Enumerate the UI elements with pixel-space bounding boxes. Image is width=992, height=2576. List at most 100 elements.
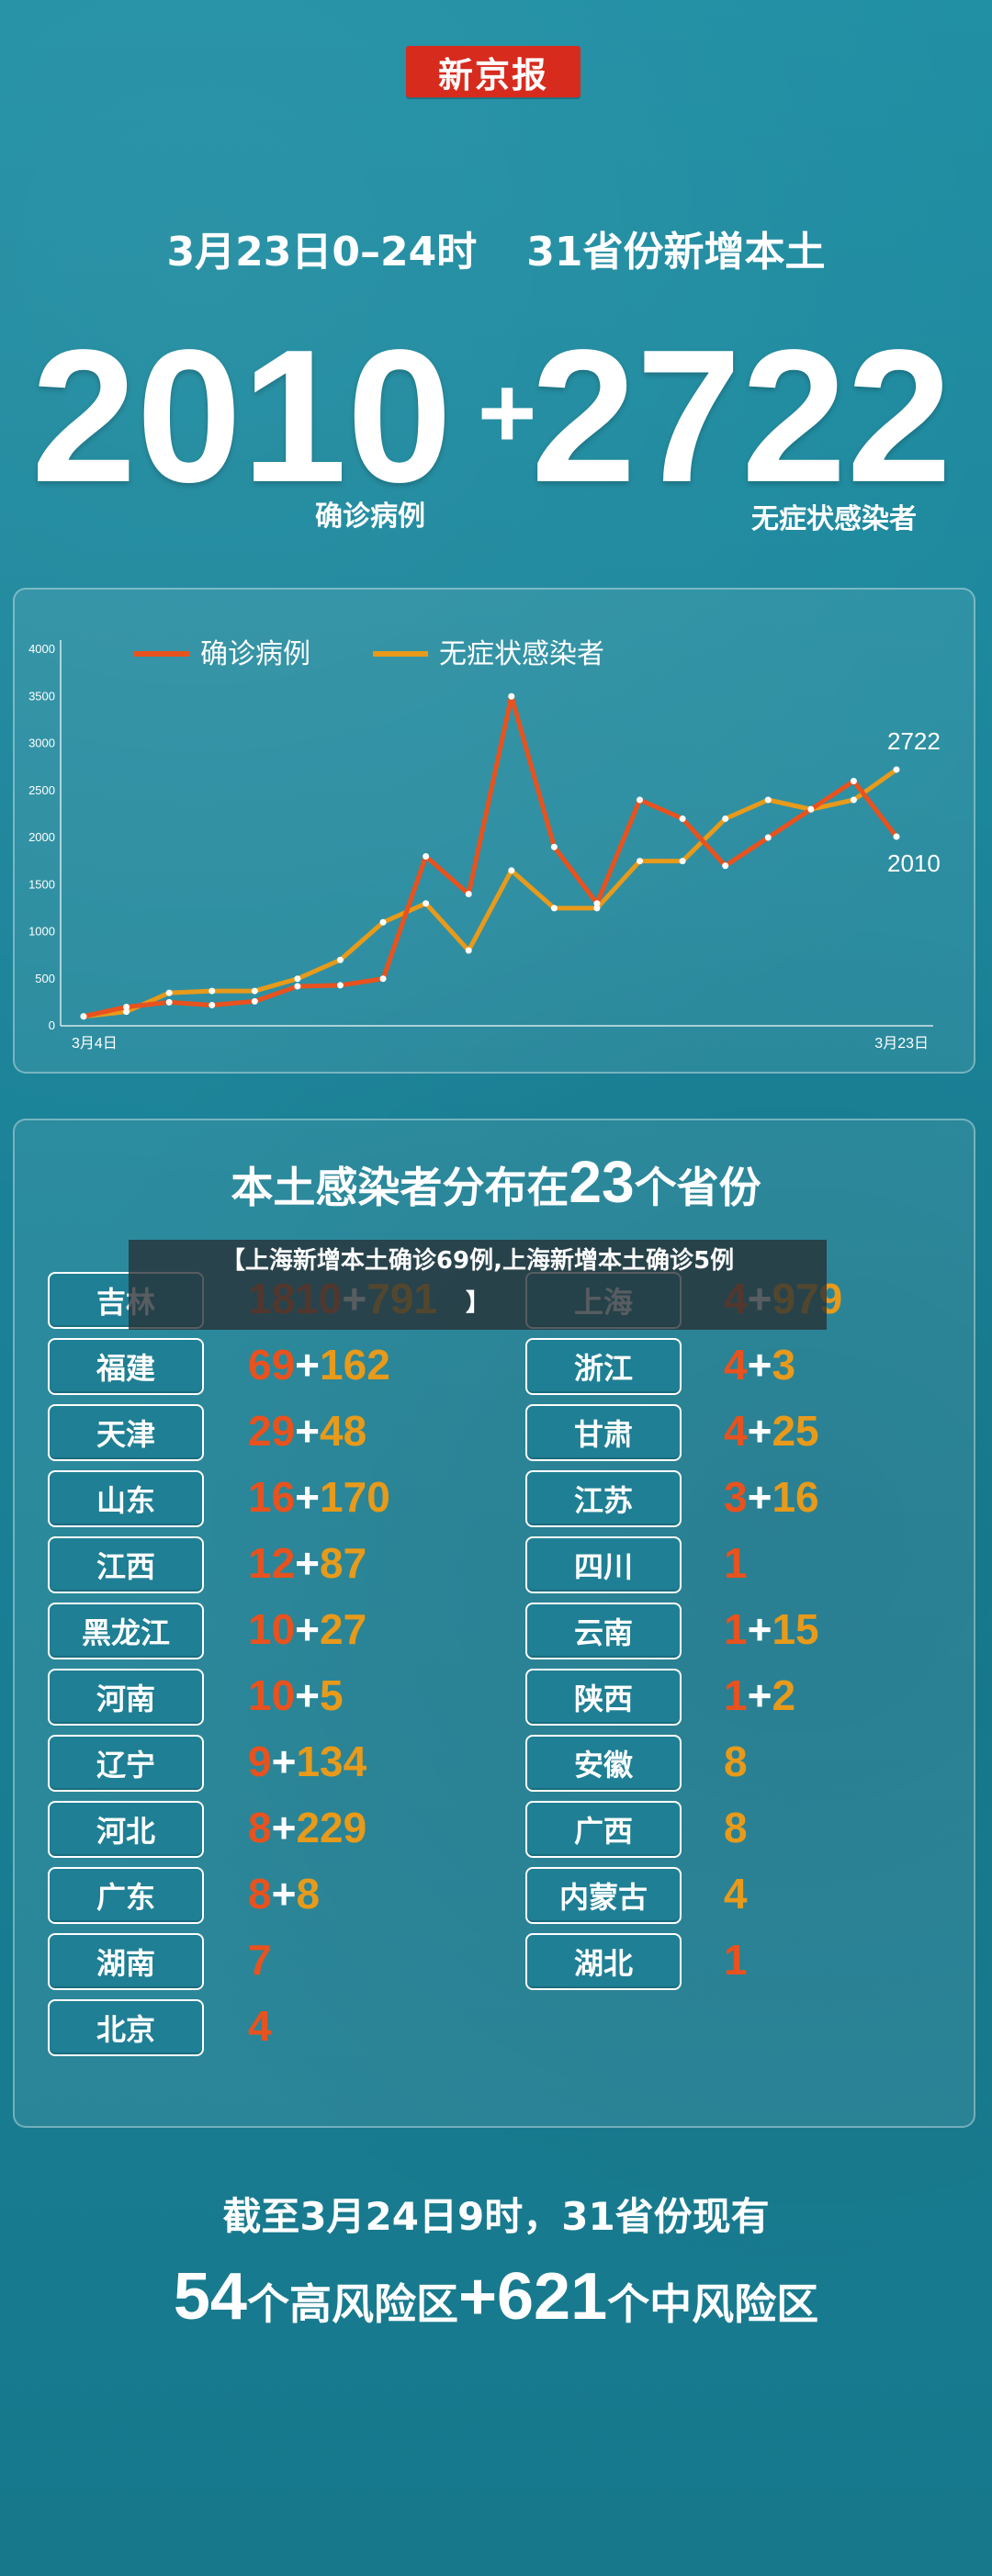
province-pill: 山东: [48, 1470, 204, 1527]
data-point: [807, 805, 815, 813]
data-point: [550, 905, 558, 912]
distribution-title: 本土感染者分布在23个省份: [0, 1148, 992, 1216]
province-value: 1+15: [724, 1603, 819, 1656]
province-value: 1+2: [724, 1669, 795, 1722]
y-tick-label: 2000: [28, 830, 55, 844]
x-start-label: 3月4日: [72, 1036, 118, 1052]
value-plus: +: [295, 1671, 321, 1719]
province-pill: 江苏: [525, 1470, 682, 1527]
data-point: [508, 692, 515, 700]
asymptomatic-value: 162: [320, 1341, 390, 1389]
series-line: [83, 693, 898, 1019]
y-tick-label: 1500: [28, 877, 55, 891]
trend-chart-panel: 0 500 1000 1500 2000 2500 3000 3500 4000 3月4日 3月23…: [13, 588, 975, 1074]
province-pill: 天津: [48, 1404, 204, 1461]
data-point: [123, 1008, 130, 1016]
data-point: [764, 796, 772, 804]
footer-line-2: 54个高风险区+621个中风险区: [0, 2259, 992, 2334]
data-point: [465, 947, 472, 954]
data-point: [251, 987, 258, 995]
asymptomatic-label: 无症状感染者: [751, 503, 917, 535]
data-point: [423, 853, 430, 860]
province-pill: 内蒙古: [525, 1867, 682, 1924]
confirmed-value: 9: [248, 1738, 272, 1785]
asymptomatic-value: 4: [724, 1870, 748, 1918]
mid-risk-label: 个中风险区: [607, 2279, 819, 2329]
high-risk-count: 54: [173, 2260, 247, 2334]
y-tick-label: 3500: [28, 689, 55, 703]
province-value: 4: [248, 1999, 272, 2053]
date-range: 3月23日0–24时: [166, 229, 478, 276]
data-point: [593, 905, 601, 912]
scope-text: 31省份新增本土: [526, 229, 826, 276]
confirmed-value: 1: [724, 1605, 748, 1653]
province-pill: 浙江: [525, 1338, 682, 1395]
value-plus: +: [747, 1341, 772, 1389]
asymptomatic-value: 8: [296, 1870, 321, 1918]
high-risk-label: 个高风险区: [246, 2279, 458, 2329]
province-count: 23: [569, 1149, 635, 1215]
data-point: [637, 796, 644, 804]
value-plus: +: [271, 1738, 297, 1785]
data-point: [209, 1001, 216, 1008]
data-point: [850, 796, 857, 804]
province-value: 4: [724, 1867, 748, 1920]
data-point: [850, 778, 857, 784]
confirmed-value: 4: [248, 2002, 272, 2050]
asymptomatic-value: 5: [320, 1671, 344, 1719]
province-value: 9+134: [248, 1735, 366, 1788]
value-plus: +: [295, 1605, 321, 1653]
data-point: [679, 816, 686, 822]
mid-risk-count: 621: [497, 2260, 608, 2334]
x-end-label: 3月23日: [874, 1036, 929, 1052]
data-point: [637, 858, 644, 865]
data-point: [465, 891, 472, 897]
province-pill: 广西: [525, 1801, 682, 1858]
value-plus: +: [747, 1605, 772, 1653]
footer-plus: +: [457, 2260, 497, 2334]
y-tick-label: 500: [35, 972, 55, 985]
province-pill: 北京: [48, 1999, 204, 2056]
province-value: 1: [724, 1536, 748, 1590]
asymptomatic-value: 8: [724, 1738, 748, 1785]
legend-label: 无症状感染者: [439, 638, 604, 670]
province-pill: 辽宁: [48, 1735, 204, 1792]
confirmed-value: 16: [248, 1473, 296, 1521]
province-value: 10+27: [248, 1603, 366, 1656]
province-pill: 甘肃: [525, 1404, 682, 1461]
asymptomatic-value: 48: [320, 1407, 367, 1455]
data-point: [165, 998, 173, 1006]
footer-line-1: 截至3月24日9时，31省份现有: [222, 2194, 770, 2239]
overlay-line-2: 】: [465, 1289, 490, 1317]
asymptomatic-value: 27: [320, 1605, 367, 1653]
data-point: [423, 900, 430, 907]
y-tick-label: 4000: [28, 642, 55, 656]
confirmed-end-label: 2010: [887, 849, 941, 877]
trend-chart: 0 500 1000 1500 2000 2500 3000 3500 4000 3月4日 3月23…: [28, 638, 941, 1052]
province-value: 4+25: [724, 1404, 819, 1457]
value-plus: +: [747, 1407, 772, 1455]
data-point: [294, 975, 301, 983]
confirmed-value: 10: [248, 1671, 296, 1719]
legend-label: 确诊病例: [200, 638, 310, 670]
headline-subtitle: 3月23日0–24时 31省份新增本土: [0, 219, 992, 277]
y-tick-label: 2500: [28, 783, 55, 797]
province-value: 3+16: [724, 1470, 819, 1524]
news-overlay-caption: 【上海新增本土确诊69例,上海新增本土确诊5例 】: [129, 1240, 827, 1330]
value-plus: +: [295, 1407, 321, 1455]
confirmed-value: 8: [248, 1870, 272, 1918]
province-value: 8+8: [248, 1867, 320, 1920]
value-plus: +: [295, 1473, 321, 1521]
province-pill: 河北: [48, 1801, 204, 1858]
province-value: 8: [724, 1801, 748, 1854]
province-value: 29+48: [248, 1404, 366, 1457]
asymptomatic-value: 15: [772, 1605, 819, 1653]
data-point: [893, 766, 900, 773]
value-plus: +: [747, 1671, 772, 1719]
data-point: [336, 982, 344, 989]
distribution-title-suffix: 个省份: [634, 1163, 761, 1212]
value-plus: +: [271, 1870, 297, 1918]
province-pill: 湖南: [48, 1933, 204, 1990]
asymptomatic-end-label: 2722: [887, 727, 941, 755]
y-tick-label: 0: [49, 1018, 55, 1032]
